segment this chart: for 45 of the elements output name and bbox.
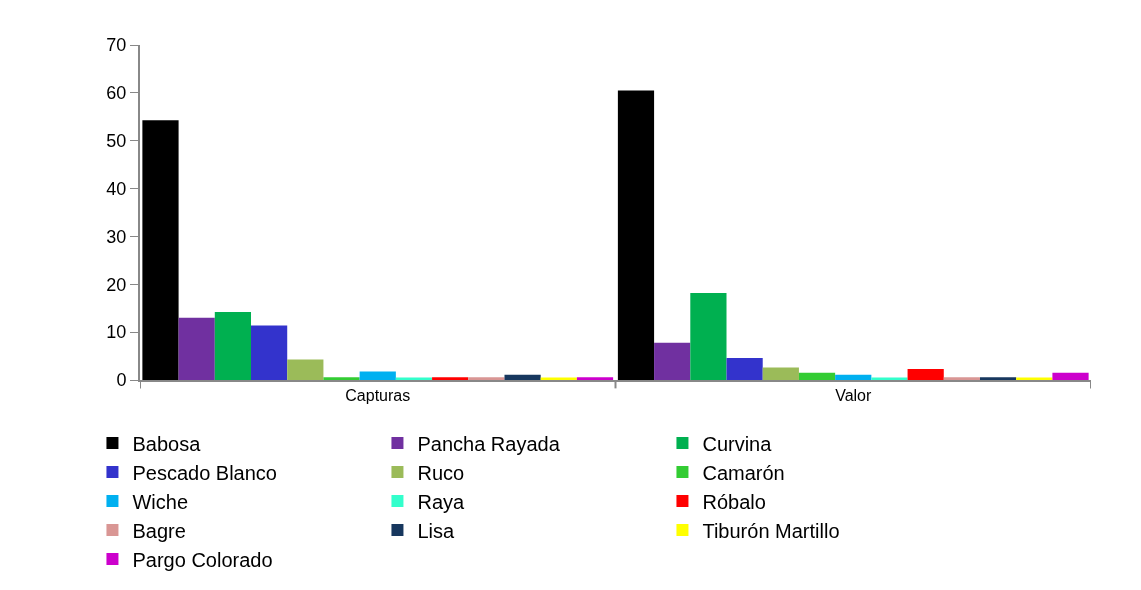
y-tick-label: 0	[116, 370, 127, 391]
bar	[214, 312, 252, 380]
legend-label: Camarón	[702, 461, 785, 484]
legend-label: Babosa	[132, 432, 202, 455]
legend-label: Lisa	[417, 519, 456, 542]
bar	[762, 367, 799, 380]
x-tick-label: Capturas	[345, 387, 411, 405]
bar	[835, 374, 872, 380]
y-tick-label: 50	[106, 131, 127, 152]
y-tick-label: 20	[106, 274, 127, 295]
legend-label: Curvina	[702, 432, 773, 455]
bar	[142, 120, 179, 380]
bar	[617, 90, 655, 380]
legend-label: Róbalo	[702, 490, 766, 513]
legend-label: Pargo Colorado	[132, 548, 273, 571]
y-tick-label: 40	[106, 178, 127, 199]
x-tick-label: Valor	[835, 387, 872, 405]
bar	[654, 342, 691, 380]
legend-label: Raya	[417, 490, 466, 513]
bar	[979, 377, 1017, 380]
bar	[178, 317, 215, 380]
bar	[1052, 372, 1089, 380]
legend-label: Bagre	[132, 519, 186, 542]
legend-label: Ruco	[417, 461, 465, 484]
legend-label: Pescado Blanco	[132, 461, 277, 484]
y-tick-label: 60	[106, 83, 127, 104]
y-tick-label: 10	[106, 322, 127, 343]
bar	[798, 372, 836, 380]
bar	[468, 377, 505, 380]
bar	[359, 371, 396, 380]
bar	[287, 359, 324, 380]
bar	[504, 374, 541, 380]
bar	[690, 292, 727, 380]
y-tick-label: 30	[106, 226, 127, 247]
bar	[323, 377, 360, 380]
bar	[251, 325, 288, 380]
legend-label: Tiburón Martillo	[702, 519, 840, 542]
bar	[726, 357, 763, 380]
bar	[907, 368, 944, 380]
y-tick-label: 70	[106, 35, 127, 56]
bar	[432, 377, 469, 380]
legend-label: Wiche	[132, 490, 189, 513]
bar	[576, 377, 614, 380]
legend-label: Pancha Rayada	[417, 432, 561, 455]
bar	[943, 377, 980, 380]
